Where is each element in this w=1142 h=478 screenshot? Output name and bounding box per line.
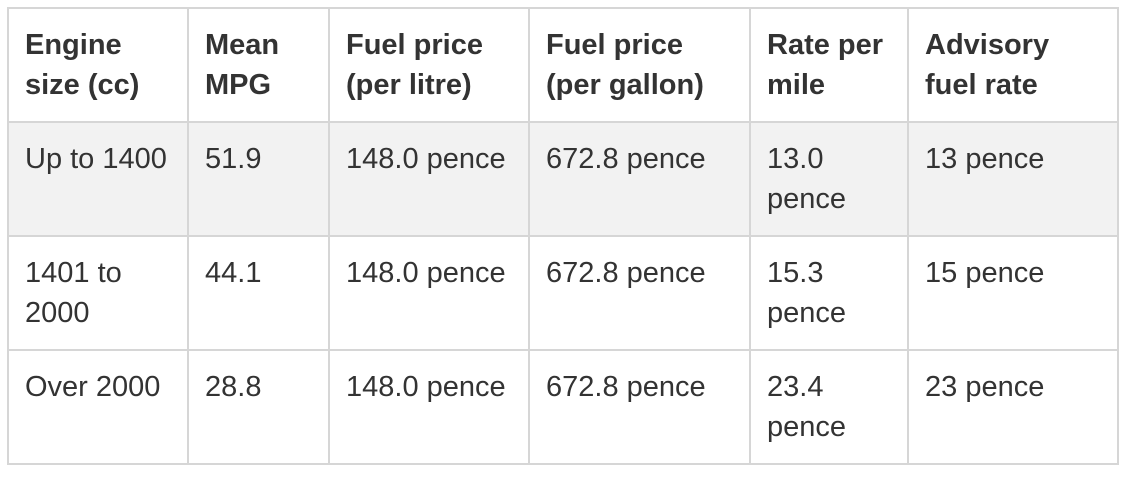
cell-advisory-fuel-rate: 13 pence — [907, 121, 1119, 237]
cell-mean-mpg: 51.9 — [187, 121, 330, 237]
cell-fuel-price-gallon: 672.8 pence — [528, 349, 751, 465]
advisory-fuel-rates-table: Engine size (cc) Mean MPG Fuel price (pe… — [7, 7, 1119, 465]
cell-fuel-price-litre: 148.0 pence — [328, 349, 530, 465]
cell-mean-mpg: 44.1 — [187, 235, 330, 351]
cell-fuel-price-gallon: 672.8 pence — [528, 235, 751, 351]
header-cell-engine-size: Engine size (cc) — [7, 7, 189, 123]
cell-mean-mpg: 28.8 — [187, 349, 330, 465]
table-row-up-to-1400: Up to 1400 51.9 148.0 pence 672.8 pence … — [7, 121, 1119, 237]
cell-rate-per-mile: 13.0 pence — [749, 121, 909, 237]
cell-rate-per-mile: 15.3 pence — [749, 235, 909, 351]
header-cell-fuel-price-litre: Fuel price (per litre) — [328, 7, 530, 123]
cell-fuel-price-gallon: 672.8 pence — [528, 121, 751, 237]
cell-rate-per-mile: 23.4 pence — [749, 349, 909, 465]
header-cell-fuel-price-gallon: Fuel price (per gallon) — [528, 7, 751, 123]
header-cell-rate-per-mile: Rate per mile — [749, 7, 909, 123]
table-row-over-2000: Over 2000 28.8 148.0 pence 672.8 pence 2… — [7, 349, 1119, 465]
cell-fuel-price-litre: 148.0 pence — [328, 121, 530, 237]
cell-advisory-fuel-rate: 23 pence — [907, 349, 1119, 465]
header-cell-mean-mpg: Mean MPG — [187, 7, 330, 123]
cell-advisory-fuel-rate: 15 pence — [907, 235, 1119, 351]
cell-fuel-price-litre: 148.0 pence — [328, 235, 530, 351]
table-row-1401-to-2000: 1401 to 2000 44.1 148.0 pence 672.8 penc… — [7, 235, 1119, 351]
cell-engine-size: Over 2000 — [7, 349, 189, 465]
cell-engine-size: Up to 1400 — [7, 121, 189, 237]
header-cell-advisory-fuel-rate: Advisory fuel rate — [907, 7, 1119, 123]
header-row: Engine size (cc) Mean MPG Fuel price (pe… — [7, 7, 1119, 123]
cell-engine-size: 1401 to 2000 — [7, 235, 189, 351]
